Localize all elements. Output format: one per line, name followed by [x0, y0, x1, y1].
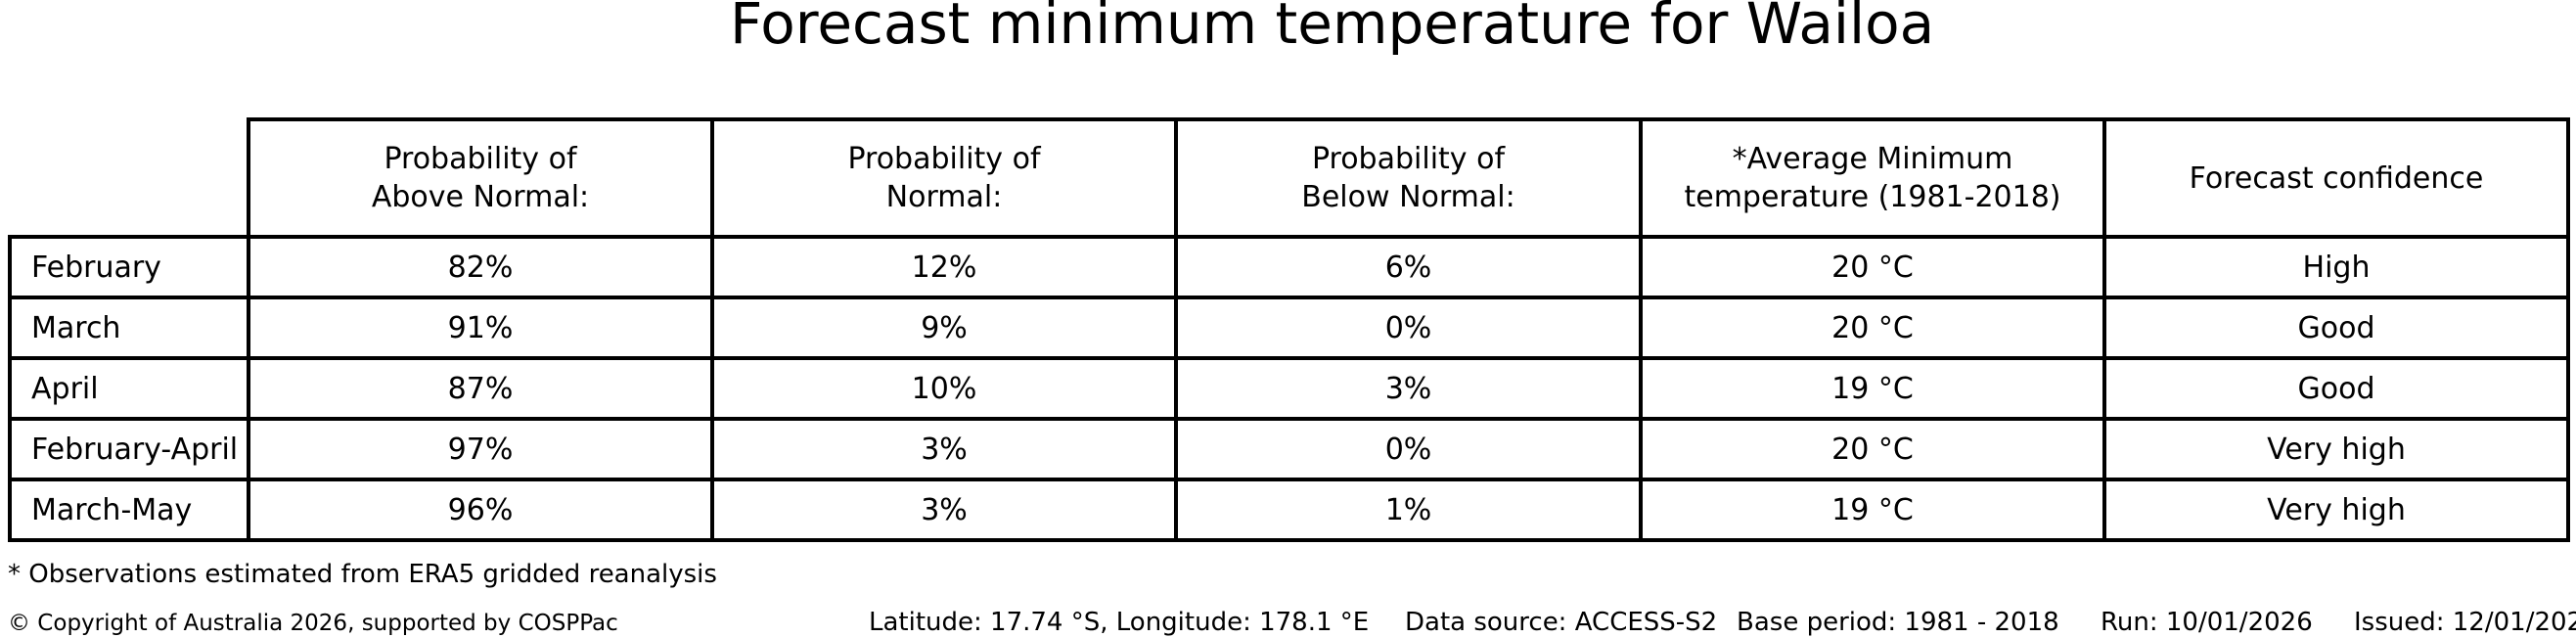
table-cell-avg-min-temp: 20 °C — [1639, 417, 2106, 481]
table-corner-blank — [10, 119, 249, 237]
row-label: February-April — [8, 417, 250, 481]
table-cell-below-normal: 1% — [1174, 478, 1643, 542]
data-source-text: Data source: ACCESS-S2 — [1405, 608, 1718, 637]
forecast-table: Probability of Above Normal: Probability … — [8, 117, 2570, 542]
table-cell-avg-min-temp: 20 °C — [1639, 296, 2106, 360]
table-row: February 82% 12% 6% 20 °C High — [8, 235, 2570, 299]
base-period-text: Base period: 1981 - 2018 — [1737, 608, 2059, 637]
table-cell-below-normal: 3% — [1174, 356, 1643, 421]
copyright-text: © Copyright of Australia 2026, supported… — [8, 611, 618, 636]
footnote: * Observations estimated from ERA5 gridd… — [8, 560, 717, 589]
table-cell-normal: 3% — [710, 417, 1178, 481]
table-cell-below-normal: 0% — [1174, 296, 1643, 360]
table-cell-above-normal: 97% — [247, 417, 714, 481]
run-date-text: Run: 10/01/2026 — [2101, 608, 2313, 637]
column-header-above-normal: Probability of Above Normal: — [247, 117, 714, 239]
table-row: April 87% 10% 3% 19 °C Good — [8, 356, 2570, 421]
column-header-confidence: Forecast confidence — [2102, 117, 2570, 239]
row-label: March — [8, 296, 250, 360]
latitude-longitude-text: Latitude: 17.74 °S, Longitude: 178.1 °E — [869, 608, 1370, 637]
row-label: February — [8, 235, 250, 299]
row-label: April — [8, 356, 250, 421]
table-cell-normal: 9% — [710, 296, 1178, 360]
table-row: March-May 96% 3% 1% 19 °C Very high — [8, 478, 2570, 542]
forecast-table-body: February 82% 12% 6% 20 °C High March 91% 9% 0% 20 … — [8, 235, 2570, 542]
column-header-avg-min-temp: *Average Minimum temperature (1981-2018) — [1639, 117, 2106, 239]
table-cell-below-normal: 0% — [1174, 417, 1643, 481]
column-header-normal: Probability of Normal: — [710, 117, 1178, 239]
table-cell-above-normal: 82% — [247, 235, 714, 299]
table-cell-avg-min-temp: 19 °C — [1639, 478, 2106, 542]
table-cell-above-normal: 96% — [247, 478, 714, 542]
row-label: March-May — [8, 478, 250, 542]
table-cell-below-normal: 6% — [1174, 235, 1643, 299]
table-cell-confidence: High — [2102, 235, 2570, 299]
forecast-table-header: Probability of Above Normal: Probability … — [10, 117, 2570, 239]
table-cell-confidence: Very high — [2102, 417, 2570, 481]
table-row: February-April 97% 3% 0% 20 °C Very high — [8, 417, 2570, 481]
header-row: Probability of Above Normal: Probability … — [10, 117, 2570, 239]
table-cell-above-normal: 91% — [247, 296, 714, 360]
page-title: Forecast minimum temperature for Wailoa — [730, 0, 1935, 57]
table-row: March 91% 9% 0% 20 °C Good — [8, 296, 2570, 360]
table-cell-normal: 10% — [710, 356, 1178, 421]
table-cell-confidence: Good — [2102, 356, 2570, 421]
table-cell-avg-min-temp: 19 °C — [1639, 356, 2106, 421]
table-cell-confidence: Good — [2102, 296, 2570, 360]
table-cell-normal: 12% — [710, 235, 1178, 299]
table-cell-above-normal: 87% — [247, 356, 714, 421]
table-cell-confidence: Very high — [2102, 478, 2570, 542]
column-header-below-normal: Probability of Below Normal: — [1174, 117, 1643, 239]
table-cell-normal: 3% — [710, 478, 1178, 542]
issued-date-text: Issued: 12/01/2026 — [2354, 608, 2576, 637]
table-cell-avg-min-temp: 20 °C — [1639, 235, 2106, 299]
